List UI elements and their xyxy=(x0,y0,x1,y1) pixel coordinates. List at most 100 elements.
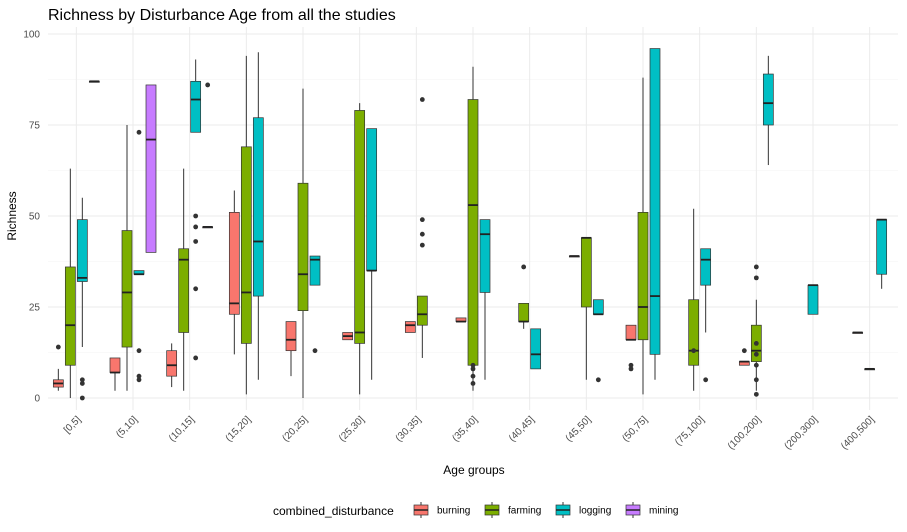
box-logging xyxy=(252,52,264,380)
boxes xyxy=(52,48,888,401)
y-tick-label: 75 xyxy=(29,121,41,132)
y-tick-label: 50 xyxy=(29,212,41,223)
outlier-point xyxy=(470,366,476,372)
box-logging xyxy=(366,128,378,380)
outlier-point xyxy=(753,341,759,346)
box-farming xyxy=(688,208,700,391)
box-burning xyxy=(228,190,240,355)
box-logging xyxy=(76,197,88,401)
x-tick-label: (50,75] xyxy=(620,414,650,444)
x-tick-label: (30,35] xyxy=(394,414,424,444)
outlier-point xyxy=(628,362,634,368)
box-body xyxy=(252,117,264,297)
box-burning xyxy=(52,344,64,391)
outlier-point xyxy=(753,264,759,270)
box-farming xyxy=(518,264,530,329)
box-logging xyxy=(592,299,604,383)
outlier-point xyxy=(193,355,199,361)
box-body xyxy=(467,99,479,366)
outlier-point xyxy=(521,264,527,270)
x-tick-label: (200,300] xyxy=(782,414,820,452)
outlier-point xyxy=(136,348,142,354)
outlier-point xyxy=(205,82,211,88)
box-farming xyxy=(354,103,366,395)
box-logging xyxy=(190,59,202,361)
box-farming xyxy=(467,66,479,391)
box-mining xyxy=(202,82,214,229)
outlier-point xyxy=(136,129,142,135)
outlier-point xyxy=(470,373,476,379)
box-body xyxy=(700,248,712,286)
outlier-point xyxy=(79,381,85,386)
box-logging xyxy=(479,219,491,380)
x-tick-label: (15,20] xyxy=(224,414,254,444)
outlier-point xyxy=(753,377,759,383)
box-body xyxy=(309,255,321,286)
box-burning xyxy=(285,321,297,377)
box-body xyxy=(416,295,428,326)
x-tick-label: (35,40] xyxy=(450,414,480,444)
outlier-point xyxy=(136,373,142,379)
box-mining xyxy=(88,80,100,83)
box-body xyxy=(285,321,297,352)
box-body xyxy=(145,84,157,253)
x-tick-label: [0,5] xyxy=(62,414,84,436)
box-logging xyxy=(649,48,661,380)
box-burning xyxy=(738,348,750,366)
box-burning xyxy=(625,324,637,372)
y-axis-title: Richness xyxy=(5,191,19,240)
outlier-point xyxy=(741,348,747,354)
box-burning xyxy=(342,332,354,341)
box-farming xyxy=(240,55,252,395)
box-body xyxy=(404,321,416,333)
box-farming xyxy=(178,168,190,391)
x-tick-label: (25,30] xyxy=(337,414,367,444)
legend-label-farming: farming xyxy=(508,506,541,517)
box-body xyxy=(530,328,542,370)
box-body xyxy=(580,237,592,308)
outlier-point xyxy=(595,377,601,383)
box-logging xyxy=(530,328,542,370)
legend-label-burning: burning xyxy=(437,506,470,517)
outlier-point xyxy=(753,362,759,368)
box-body xyxy=(166,350,178,377)
legend-title: combined_disturbance xyxy=(273,504,394,518)
outlier-point xyxy=(419,231,425,237)
box-burning xyxy=(568,255,580,258)
box-logging xyxy=(133,129,145,383)
box-body xyxy=(109,357,121,373)
box-body xyxy=(625,324,637,341)
box-logging xyxy=(807,284,819,315)
box-body xyxy=(688,299,700,366)
outlier-point xyxy=(753,391,759,397)
outlier-point xyxy=(691,348,697,354)
box-logging xyxy=(876,218,888,289)
box-farming xyxy=(64,168,76,398)
box-body xyxy=(876,219,888,275)
box-body xyxy=(297,182,309,311)
outlier-point xyxy=(419,217,425,223)
x-tick-label: (75,100] xyxy=(673,414,707,448)
box-farming xyxy=(121,125,133,391)
box-body xyxy=(240,146,252,344)
box-body xyxy=(762,73,774,126)
outlier-point xyxy=(703,377,709,383)
box-body xyxy=(592,299,604,315)
box-body xyxy=(178,248,190,333)
legend-label-logging: logging xyxy=(579,506,611,517)
x-tick-label: (10,15] xyxy=(167,414,197,444)
outlier-point xyxy=(753,351,759,357)
outlier-point xyxy=(193,286,199,292)
box-body xyxy=(366,128,378,271)
box-farming xyxy=(864,367,876,371)
box-farming xyxy=(580,236,592,380)
y-tick-label: 25 xyxy=(29,303,41,314)
box-body xyxy=(479,219,491,293)
x-tick-label: (45,50] xyxy=(564,414,594,444)
y-axis-ticks: 0 25 50 75 100 xyxy=(23,30,40,405)
outlier-point xyxy=(470,362,476,368)
outlier-point xyxy=(136,377,142,383)
legend-label-mining: mining xyxy=(649,506,678,517)
box-body xyxy=(637,212,649,341)
